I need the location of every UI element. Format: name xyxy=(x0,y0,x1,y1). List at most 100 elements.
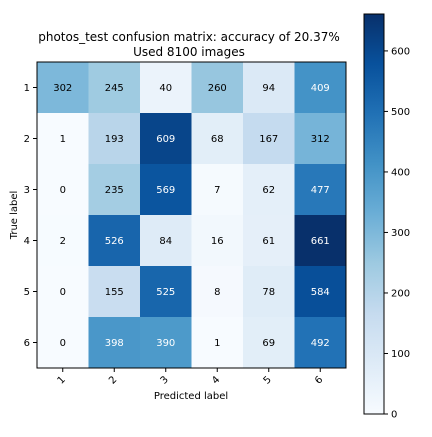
cell-value-label: 16 xyxy=(211,236,224,247)
y-tick-label: 1 xyxy=(24,83,30,94)
cell-value-label: 609 xyxy=(156,134,175,145)
cell-value-label: 526 xyxy=(105,236,124,247)
cell-value-label: 2 xyxy=(60,236,66,247)
heatmap-cell xyxy=(37,266,89,318)
heatmap-cell xyxy=(243,266,295,318)
cell-value-label: 302 xyxy=(53,83,72,94)
cell-value-label: 260 xyxy=(208,83,227,94)
cell-value-label: 84 xyxy=(159,236,172,247)
cell-value-label: 312 xyxy=(311,134,330,145)
x-tick-label: 5 xyxy=(262,374,274,386)
cell-value-label: 69 xyxy=(262,338,275,349)
y-axis-ticks: 1 2 3 4 5 6 xyxy=(24,83,37,349)
heatmap-cell xyxy=(243,317,295,369)
cell-value-label: 492 xyxy=(311,338,330,349)
y-tick-label: 6 xyxy=(24,338,30,349)
cell-value-label: 62 xyxy=(262,185,275,196)
heatmap-cell xyxy=(191,113,244,165)
x-tick-label: 2 xyxy=(107,374,119,386)
heatmap-cell xyxy=(243,215,295,267)
cell-value-label: 398 xyxy=(105,338,124,349)
x-tick-label: 6 xyxy=(313,374,325,386)
heatmap-cell xyxy=(191,164,244,216)
heatmap-cell xyxy=(294,266,347,318)
colorbar-tick-label: 500 xyxy=(391,107,410,118)
cell-value-label: 40 xyxy=(159,83,172,94)
colorbar-tick-label: 100 xyxy=(391,349,410,360)
colorbar-ticks: 0 100 200 300 400 500 600 xyxy=(384,46,410,421)
heatmap-cell xyxy=(191,317,244,369)
cell-value-label: 68 xyxy=(211,134,224,145)
heatmap-cells: 302 245 40 260 94 409 1 193 609 68 167 312 0 235 569 7 6… xyxy=(37,62,347,369)
heatmap-cell xyxy=(294,317,347,369)
x-axis-ticks: 1 2 3 4 5 6 xyxy=(56,368,325,387)
cell-value-label: 1 xyxy=(214,338,220,349)
heatmap-cell xyxy=(191,266,244,318)
heatmap-cell xyxy=(88,266,141,318)
cell-value-label: 245 xyxy=(105,83,124,94)
y-tick-label: 5 xyxy=(24,287,30,298)
heatmap-cell xyxy=(243,113,295,165)
cell-value-label: 7 xyxy=(214,185,220,196)
heatmap-cell xyxy=(88,164,141,216)
y-tick-label: 3 xyxy=(24,185,30,196)
cell-value-label: 8 xyxy=(214,287,220,298)
chart-title-line2: Used 8100 images xyxy=(133,45,245,59)
cell-value-label: 661 xyxy=(311,236,330,247)
colorbar-tick-label: 200 xyxy=(391,288,410,299)
heatmap-cell xyxy=(88,113,141,165)
chart-title-line1: photos_test confusion matrix: accuracy o… xyxy=(38,30,340,44)
y-axis-label: True label xyxy=(9,191,20,241)
x-axis-label: Predicted label xyxy=(154,391,228,402)
y-tick-label: 4 xyxy=(24,236,30,247)
cell-value-label: 167 xyxy=(259,134,278,145)
colorbar xyxy=(363,13,385,415)
heatmap-cell xyxy=(37,113,89,165)
cell-value-label: 1 xyxy=(60,134,66,145)
cell-value-label: 390 xyxy=(156,338,175,349)
x-tick-label: 1 xyxy=(56,374,68,386)
cell-value-label: 525 xyxy=(156,287,175,298)
colorbar-tick-label: 400 xyxy=(391,167,410,178)
heatmap-cell xyxy=(88,62,141,114)
heatmap-cell xyxy=(191,215,244,267)
colorbar-tick-label: 600 xyxy=(391,46,410,57)
heatmap-cell xyxy=(243,164,295,216)
heatmap-cell xyxy=(243,62,295,114)
heatmap-cell xyxy=(37,62,89,114)
heatmap-cell xyxy=(37,317,89,369)
heatmap-cell xyxy=(88,317,141,369)
cell-value-label: 0 xyxy=(60,185,66,196)
heatmap-cell xyxy=(88,215,141,267)
cell-value-label: 0 xyxy=(60,338,66,349)
cell-value-label: 193 xyxy=(105,134,124,145)
heatmap-cell xyxy=(140,215,192,267)
y-tick-label: 2 xyxy=(24,134,30,145)
heatmap-cell xyxy=(294,164,347,216)
cell-value-label: 94 xyxy=(262,83,275,94)
cell-value-label: 477 xyxy=(311,185,330,196)
cell-value-label: 155 xyxy=(105,287,124,298)
heatmap-cell xyxy=(37,215,89,267)
x-tick-label: 3 xyxy=(159,374,171,386)
cell-value-label: 235 xyxy=(105,185,124,196)
cell-value-label: 78 xyxy=(262,287,275,298)
heatmap-cell xyxy=(294,62,347,114)
heatmap-cell xyxy=(294,113,347,165)
colorbar-tick-label: 0 xyxy=(391,410,397,421)
plot-frame xyxy=(36,61,347,369)
heatmap-cell xyxy=(140,62,192,114)
heatmap-cell xyxy=(37,164,89,216)
heatmap-cell xyxy=(140,266,192,318)
cell-value-label: 584 xyxy=(311,287,330,298)
cell-value-label: 0 xyxy=(60,287,66,298)
cell-value-label: 569 xyxy=(156,185,175,196)
heatmap-cell xyxy=(140,317,192,369)
cell-value-label: 409 xyxy=(311,83,330,94)
x-tick-label: 4 xyxy=(210,374,222,386)
heatmap-cell xyxy=(294,215,347,267)
cell-value-label: 61 xyxy=(262,236,275,247)
heatmap-cell xyxy=(140,113,192,165)
